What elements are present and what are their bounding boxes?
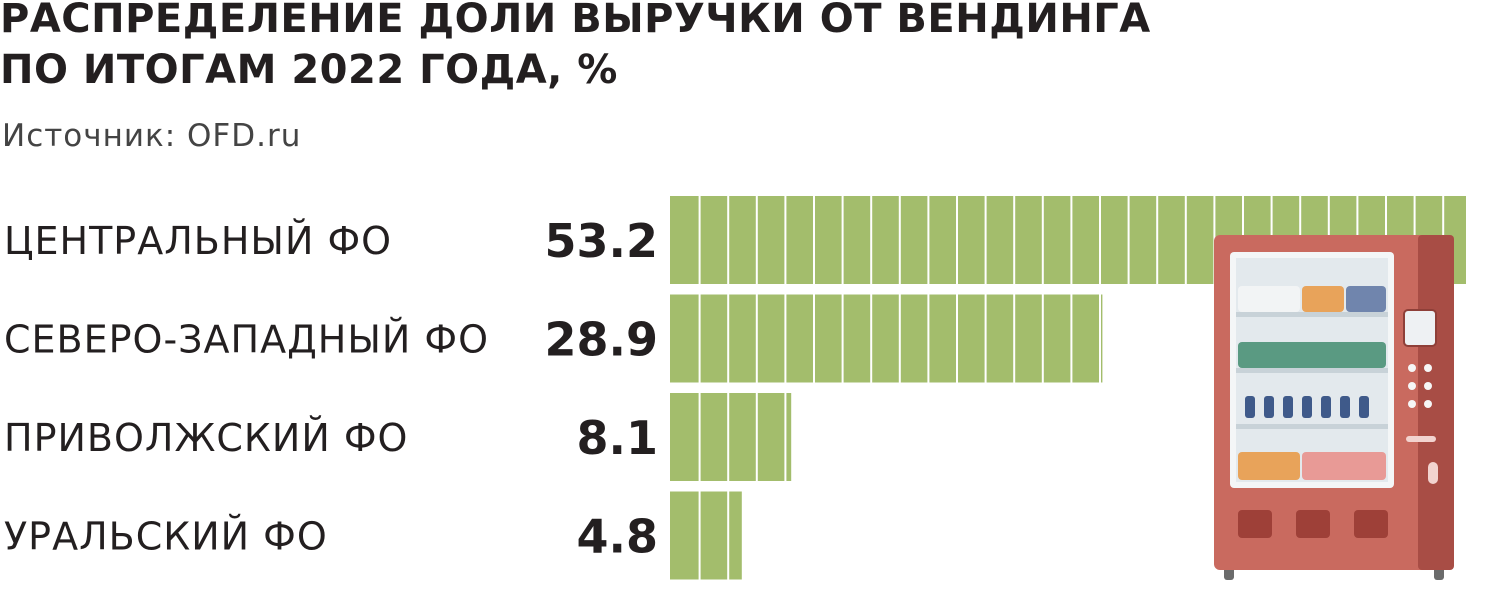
bar-segment-divider — [841, 196, 844, 284]
bar-segment-divider — [755, 393, 758, 481]
bar-segment-divider — [784, 294, 787, 383]
bar-segment-divider — [727, 393, 730, 481]
bar-segment-divider — [1041, 294, 1044, 383]
chart-title-line-2: ПО ИТОГАМ 2022 ГОДА, % — [0, 47, 618, 93]
bar-2 — [670, 393, 792, 481]
bar-segment-divider — [1156, 196, 1159, 284]
bar-segment-divider — [841, 294, 844, 383]
bar-segment-divider — [1127, 196, 1130, 284]
bar-segment-divider — [1041, 196, 1044, 284]
category-label: СЕВЕРО-ЗАПАДНЫЙ ФО — [4, 318, 489, 362]
bar-segment-divider — [984, 294, 987, 383]
category-label: ПРИВОЛЖСКИЙ ФО — [4, 416, 408, 460]
category-label: ЦЕНТРАЛЬНЫЙ ФО — [4, 219, 392, 263]
value-label: 53.2 — [545, 214, 659, 268]
bar-segment-divider — [813, 294, 815, 383]
bar-3 — [670, 491, 742, 580]
bar-segment-divider — [698, 294, 701, 383]
category-label: УРАЛЬСКИЙ ФО — [4, 515, 328, 559]
bar-segment-divider — [1070, 196, 1073, 284]
bar-segment-divider — [1070, 294, 1073, 383]
value-label: 4.8 — [577, 510, 659, 564]
bar-segment-divider — [698, 393, 701, 481]
bar-segment-divider — [784, 196, 787, 284]
bar-segment-divider — [784, 393, 787, 481]
bars-group: ЦЕНТРАЛЬНЫЙ ФО 53.2 СЕВЕРО-ЗАПАДНЫЙ ФО 28.9… — [4, 196, 1466, 580]
bar-segment-divider — [898, 196, 901, 284]
bar-segment-divider — [1099, 196, 1101, 284]
bar-segment-divider — [956, 196, 958, 284]
bar-segment-divider — [755, 294, 758, 383]
bar-segment-divider — [813, 196, 815, 284]
bar-1 — [670, 294, 1103, 383]
bar-segment-divider — [755, 196, 758, 284]
bar-segment-divider — [698, 196, 701, 284]
bar-segment-divider — [898, 294, 901, 383]
bar-segment-divider — [727, 196, 730, 284]
bar-segment-divider — [698, 491, 701, 580]
bar-segment-divider — [956, 294, 958, 383]
bar-segment-divider — [870, 294, 873, 383]
chart-title: РАСПРЕДЕЛЕНИЕ ДОЛИ ВЫРУЧКИ ОТ ВЕНДИНГА П… — [0, 0, 1151, 96]
bar-segment-divider — [984, 196, 987, 284]
chart-title-line-1: РАСПРЕДЕЛЕНИЕ ДОЛИ ВЫРУЧКИ ОТ ВЕНДИНГА — [0, 0, 1151, 42]
bar-segment-divider — [1099, 294, 1101, 383]
bar-segment-divider — [1013, 294, 1016, 383]
source-note: Источник: OFD.ru — [2, 118, 302, 154]
bar-segment-divider — [1184, 196, 1187, 284]
value-label: 28.9 — [545, 313, 659, 367]
bar-segment-divider — [1013, 196, 1016, 284]
bar-segment-divider — [727, 491, 730, 580]
value-label: 8.1 — [577, 411, 659, 465]
bar-segment-divider — [727, 294, 730, 383]
bar-segment-divider — [927, 196, 930, 284]
bar-segment-divider — [927, 294, 930, 383]
bar-segment-divider — [870, 196, 873, 284]
vending-machine-icon — [1214, 235, 1454, 580]
